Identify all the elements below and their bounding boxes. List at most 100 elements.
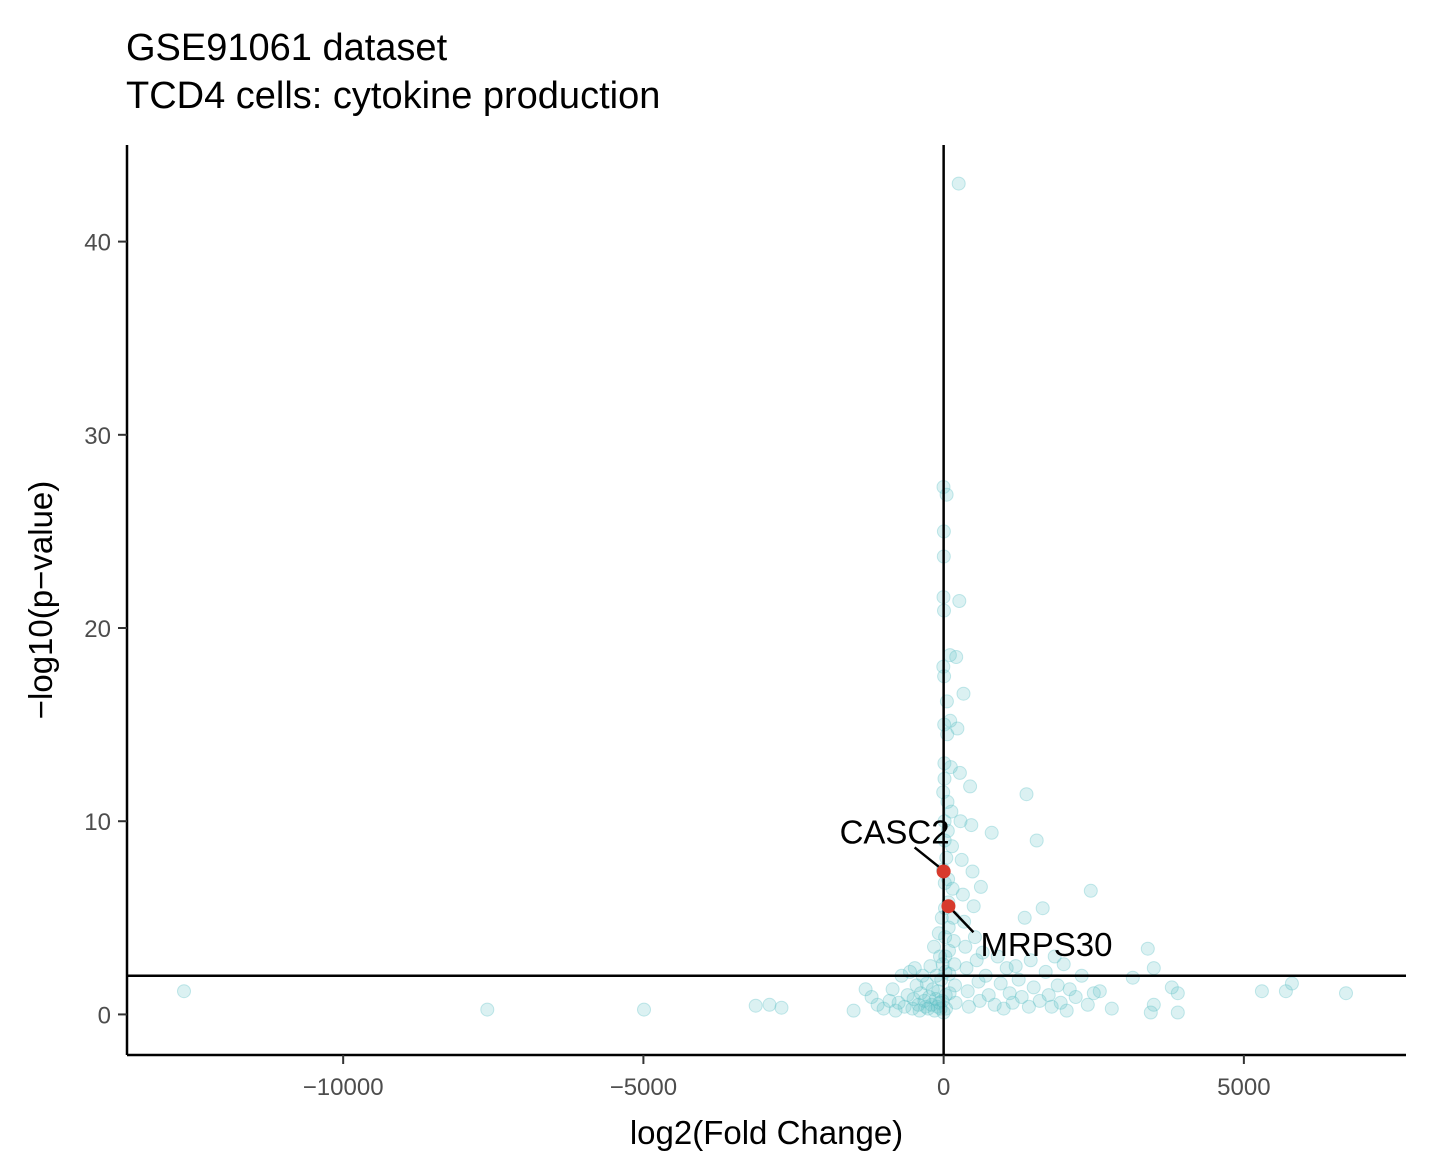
data-point [947,957,962,972]
data-point [939,850,954,865]
data-point [846,1003,861,1018]
data-point [1170,1005,1185,1020]
data-point [996,1001,1011,1016]
highlight-label: MRPS30 [980,926,1112,963]
data-point [952,594,967,608]
data-point [944,804,959,819]
data-point [923,959,938,974]
highlight-layer: CASC2 MRPS30 [840,813,1113,963]
data-point [870,997,885,1012]
highlight-point [941,899,956,914]
data-point [882,993,897,1008]
data-point [911,997,926,1012]
y-tick-label: 40 [84,230,111,257]
x-tick-label: −5000 [610,1074,677,1101]
data-point [958,939,973,954]
data-point [1041,988,1056,1003]
data-point [939,487,954,502]
data-point [948,978,962,993]
data-point [1059,1003,1074,1018]
y-tick-label: 0 [98,1002,111,1029]
data-point [762,997,777,1012]
data-point [1068,990,1083,1004]
data-point [1164,980,1179,995]
data-point [975,945,990,960]
data-point [748,998,763,1013]
data-point [960,984,975,999]
data-point [927,1003,942,1018]
data-point [1002,986,1017,1001]
data-point [964,818,979,833]
data-point [984,825,999,840]
x-axis-title: log2(Fold Change) [630,1114,903,1151]
data-point [938,949,953,964]
y-axis-title: −log10(p−value) [22,481,59,720]
data-point [969,953,984,968]
data-point [1053,995,1068,1010]
data-point [1146,961,1161,976]
data-point [973,879,988,894]
data-point [1008,959,1023,974]
x-tick-label: −10000 [303,1074,384,1101]
data-point [1284,976,1299,991]
data-point [637,1002,651,1017]
data-point [966,899,981,914]
axes: −10000 −5000 0 5000 0 10 20 30 40 [84,145,1406,1101]
data-point [945,839,959,854]
data-point [1278,984,1293,999]
data-point [1339,986,1353,1001]
data-point [951,176,966,191]
y-tick-label: 20 [84,616,111,643]
data-point [967,930,982,945]
data-point [1086,986,1101,1001]
data-point [1143,1005,1158,1020]
data-point [934,910,949,925]
data-point [858,982,873,997]
data-point [963,779,978,794]
data-point [972,993,987,1008]
data-point [927,939,941,954]
data-point [888,1003,903,1018]
data-point [945,881,960,896]
data-point [1005,995,1020,1010]
data-point [922,990,937,1004]
points-layer [177,176,1353,1020]
chart-title-block: GSE91061 dataset TCD4 cells: cytokine pr… [126,24,660,120]
highlight-point [936,864,951,879]
data-point [912,1003,927,1018]
data-point [1050,978,1065,993]
data-point [953,814,968,829]
data-point [900,988,915,1003]
data-point [965,864,980,879]
data-point [774,1000,789,1015]
data-point [905,1001,920,1016]
data-point [885,982,900,997]
data-point [924,997,939,1012]
data-point [931,926,946,941]
data-point [921,1001,935,1016]
x-tick-label: 5000 [1217,1074,1270,1101]
data-point [1047,949,1062,964]
data-point [1014,990,1029,1004]
data-point [480,1002,495,1017]
data-point [955,887,970,902]
data-point [909,978,924,993]
data-point [961,999,976,1014]
data-point [177,984,191,999]
data-point [950,721,965,736]
data-point [990,949,1005,964]
data-point [939,694,954,709]
data-point [954,852,969,867]
highlight-connector [913,846,941,869]
data-point [918,999,933,1014]
data-point [925,982,940,997]
data-point [1023,953,1038,968]
data-point [948,995,963,1010]
y-tick-label: 10 [84,809,111,836]
data-point [928,992,943,1006]
data-point [1104,1001,1119,1016]
highlight-label: CASC2 [840,813,950,850]
data-point [1035,901,1050,916]
data-point [1029,833,1044,848]
